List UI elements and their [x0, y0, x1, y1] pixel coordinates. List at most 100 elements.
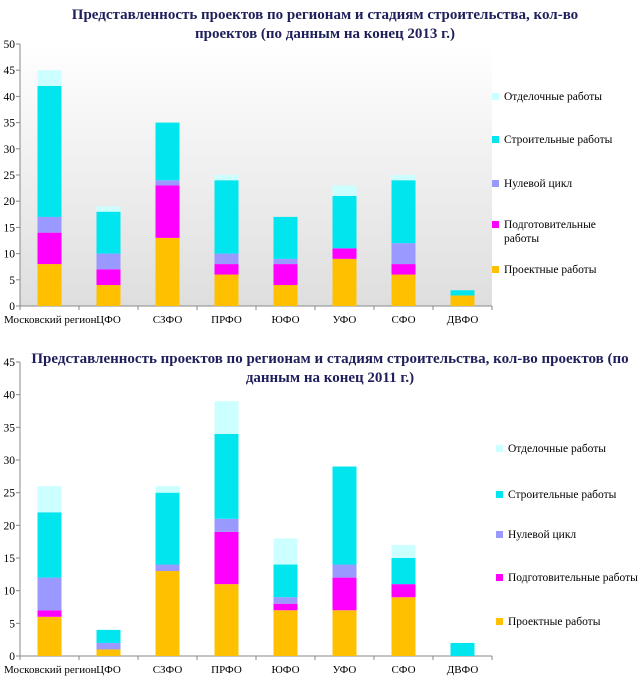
bar-segment: [332, 610, 357, 656]
legend-swatch: [496, 531, 503, 538]
legend-item: Строительные работы: [492, 133, 640, 147]
chart-plot-2013: 0 5 10 15 20 25 30 35 40 45 50 Московский регион ЦФО…: [4, 39, 493, 326]
x-tick-label: ДВФО: [447, 314, 479, 326]
bar-segment: [391, 264, 416, 275]
x-tick-label: СФО: [391, 314, 415, 326]
chart-title: Представленность проектов по регионам и …: [31, 351, 629, 386]
bar-segment: [96, 642, 121, 650]
y-tick-label: 25: [4, 488, 16, 500]
bar-segment: [37, 577, 62, 611]
x-tick-label: ПРФО: [211, 664, 242, 676]
bar-segment: [37, 610, 62, 617]
y-tick-label: 10: [4, 586, 16, 598]
bar-segment: [155, 185, 180, 238]
bar-segment: [214, 175, 239, 181]
bar-segment: [332, 185, 357, 196]
bar-segment: [96, 269, 121, 286]
y-tick-label: 50: [4, 39, 16, 51]
bar-segment: [332, 258, 357, 306]
bar-segment: [96, 206, 121, 212]
chart-title: Представленность проектов по регионам и …: [71, 7, 579, 42]
x-tick-label: ПРФО: [211, 314, 242, 326]
y-tick-label: 15: [4, 553, 16, 565]
bar-segment: [273, 264, 298, 286]
bar-segment: [37, 486, 62, 513]
bar-segment: [273, 538, 298, 565]
bar-segment: [37, 70, 62, 86]
bar-segment: [450, 290, 475, 296]
legend-item: Подготовительные работы: [496, 571, 640, 585]
legend-item: Нулевой цикл: [492, 177, 640, 191]
bar-segment: [214, 518, 239, 532]
bar-segment: [214, 264, 239, 275]
bar-segment: [37, 85, 62, 217]
x-tick-label: СЗФО: [153, 314, 183, 326]
x-tick-label: УФО: [333, 664, 357, 676]
bar-segment: [96, 285, 121, 306]
legend-label: Подготовительные работы: [504, 219, 596, 245]
y-tick-label: 0: [9, 301, 15, 313]
legend-swatch: [496, 491, 503, 498]
y-tick-label: 10: [4, 249, 16, 261]
bar-segment: [37, 216, 62, 233]
chart-2013: Представленность проектов по регионам и …: [0, 0, 640, 340]
bar-segment: [155, 122, 180, 181]
bar-segment: [273, 564, 298, 598]
legend-label: Отделочные работы: [504, 91, 603, 103]
y-tick-label: 30: [4, 144, 16, 156]
y-tick-label: 15: [4, 222, 16, 234]
legend-swatch: [496, 445, 503, 452]
legend-item: Отделочные работы: [492, 90, 640, 104]
legend-label: Проектные работы: [504, 264, 597, 276]
legend-swatch: [492, 221, 499, 228]
x-tick-label: Московский регион: [4, 664, 97, 676]
bar-segment: [96, 211, 121, 254]
y-tick-label: 35: [4, 118, 16, 130]
x-tick-label: ЦФО: [96, 664, 121, 676]
bar-segment: [96, 649, 121, 656]
bar-segment: [155, 571, 180, 656]
bar-segment: [273, 285, 298, 306]
y-tick-label: 45: [4, 65, 16, 77]
y-tick-label: 20: [4, 520, 16, 532]
y-tick-label: 40: [4, 91, 16, 103]
x-tick-label: ЮФО: [271, 314, 299, 326]
bar-segment: [273, 603, 298, 611]
bar-segment: [214, 180, 239, 254]
bar-segment: [155, 180, 180, 186]
y-tick-label: 5: [9, 618, 15, 630]
bar-segment: [37, 232, 62, 265]
bar-segment: [96, 253, 121, 270]
bar-segment: [391, 274, 416, 306]
bar-segment: [214, 274, 239, 306]
bar-segment: [37, 264, 62, 306]
legend-item: Проектные работы: [492, 263, 640, 277]
x-tick-label: УФО: [333, 314, 357, 326]
legend-label: Строительные работы: [504, 134, 613, 146]
legend-swatch: [492, 266, 499, 273]
chart-2011: Представленность проектов по регионам и …: [0, 340, 640, 681]
legend-swatch: [492, 180, 499, 187]
bar-segment: [332, 195, 357, 249]
bar-segment: [155, 564, 180, 572]
bar-segment: [37, 512, 62, 578]
bar-segment: [391, 584, 416, 598]
bar-segment: [450, 295, 475, 306]
bar-segment: [391, 180, 416, 244]
legend-item: Нулевой цикл: [496, 528, 640, 542]
x-tick-label: ЮФО: [271, 664, 299, 676]
y-tick-label: 5: [9, 275, 15, 287]
legend-label: Проектные работы: [508, 616, 601, 628]
chart-plot-2011: 0 5 10 15 20 25 30 35 40 45 Московский регион ЦФО СЗ…: [4, 357, 493, 676]
legend-label: Нулевой цикл: [508, 529, 577, 541]
legend-swatch: [492, 136, 499, 143]
legend-label: Подготовительные работы: [508, 572, 638, 584]
y-tick-label: 40: [4, 390, 16, 402]
bar-segment: [273, 597, 298, 604]
bar-segment: [155, 237, 180, 306]
legend-label: Строительные работы: [508, 489, 617, 501]
bar-segment: [450, 642, 475, 656]
bar-segment: [273, 216, 298, 259]
y-tick-label: 45: [4, 357, 16, 369]
y-tick-label: 30: [4, 455, 16, 467]
